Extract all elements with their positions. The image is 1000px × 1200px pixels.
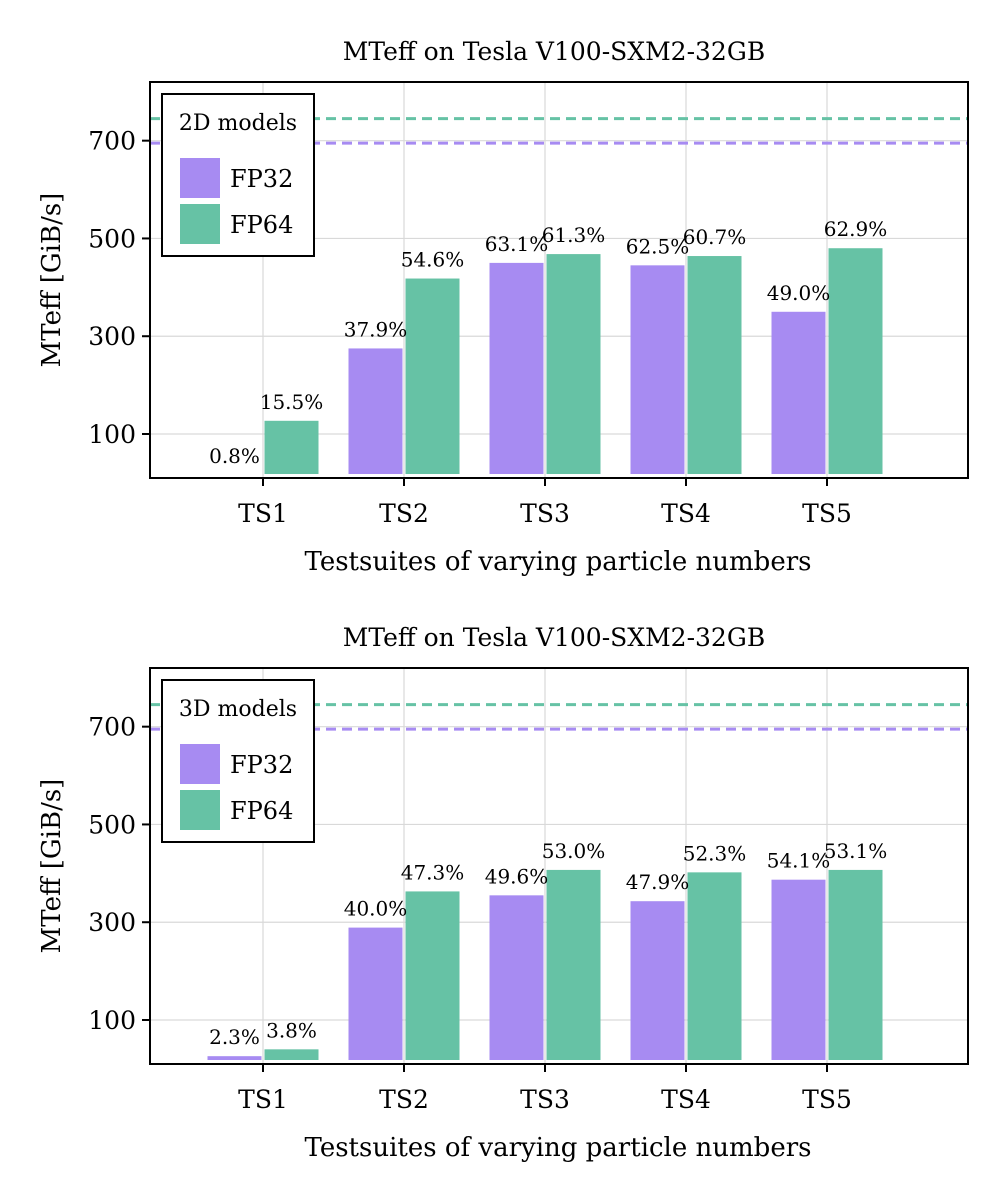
chart-panel-2: MTeff on Tesla V100-SXM2-32GB 2.3% 40.0% 49… bbox=[37, 623, 969, 1163]
x-axis-label: Testsuites of varying particle numbers bbox=[305, 547, 812, 577]
bar-label: 0.8% bbox=[209, 444, 260, 468]
bar-label: 37.9% bbox=[344, 317, 408, 341]
legend: 3D models FP32 FP64 bbox=[161, 679, 315, 843]
legend-swatch-fp32 bbox=[180, 158, 220, 198]
legend-label-fp32: FP32 bbox=[230, 165, 293, 193]
bar-label: 3.8% bbox=[266, 1018, 317, 1042]
bar-label: 15.5% bbox=[260, 390, 324, 414]
bar-fp32-ts4 bbox=[630, 265, 685, 474]
legend: 2D models FP32 FP64 bbox=[161, 93, 315, 257]
bar-fp64-ts5 bbox=[828, 869, 883, 1060]
bar-fp32-ts1 bbox=[207, 1056, 262, 1060]
bar-label: 53.0% bbox=[542, 839, 606, 863]
x-tick-label: TS5 bbox=[802, 499, 852, 528]
x-tick-label: TS2 bbox=[379, 499, 429, 528]
bar-label: 54.6% bbox=[401, 248, 465, 272]
chart-panel-1: MTeff on Tesla V100-SXM2-32GB 0.8% 37.9% 63… bbox=[37, 37, 969, 577]
y-axis-label: MTeff [GiB/s] bbox=[37, 193, 67, 368]
bar-label: 47.3% bbox=[401, 860, 465, 884]
x-tick-label: TS5 bbox=[802, 1085, 852, 1114]
legend-title: 3D models bbox=[179, 697, 297, 722]
y-tick-label: 500 bbox=[88, 810, 136, 839]
bar-label: 52.3% bbox=[683, 841, 747, 865]
x-axis-label: Testsuites of varying particle numbers bbox=[305, 1133, 812, 1163]
chart-title: MTeff on Tesla V100-SXM2-32GB bbox=[343, 37, 765, 66]
y-axis-label: MTeff [GiB/s] bbox=[37, 779, 67, 954]
bar-label: 40.0% bbox=[344, 897, 408, 921]
legend-label-fp64: FP64 bbox=[230, 211, 293, 239]
x-tick-label: TS1 bbox=[238, 499, 288, 528]
bar-label: 62.5% bbox=[626, 234, 690, 258]
y-tick-label: 700 bbox=[88, 713, 136, 742]
plot-frame bbox=[149, 667, 969, 1065]
legend-label-fp32: FP32 bbox=[230, 751, 293, 779]
y-tick-label: 500 bbox=[88, 224, 136, 253]
bar-fp64-ts3 bbox=[546, 869, 601, 1060]
bar-fp32-ts5 bbox=[771, 879, 826, 1060]
bar-fp64-ts2 bbox=[405, 891, 460, 1060]
bar-label: 53.1% bbox=[824, 839, 888, 863]
bar-fp64-ts1 bbox=[264, 1049, 319, 1060]
legend-swatch-fp64 bbox=[180, 790, 220, 830]
plot-area bbox=[150, 82, 968, 478]
bar-fp32-ts3 bbox=[489, 895, 544, 1060]
bar-label: 49.0% bbox=[767, 281, 831, 305]
y-tick-label: 100 bbox=[88, 420, 136, 449]
x-tick-label: TS3 bbox=[520, 1085, 570, 1114]
plot-frame bbox=[149, 81, 969, 479]
chart-title: MTeff on Tesla V100-SXM2-32GB bbox=[343, 623, 765, 652]
bar-fp64-ts5 bbox=[828, 248, 883, 474]
bar-label: 63.1% bbox=[485, 232, 549, 256]
bar-fp64-ts3 bbox=[546, 254, 601, 474]
y-tick-label: 100 bbox=[88, 1006, 136, 1035]
bar-fp32-ts2 bbox=[348, 348, 403, 474]
y-tick-label: 300 bbox=[88, 908, 136, 937]
bar-fp64-ts1 bbox=[264, 420, 319, 474]
bar-fp64-ts4 bbox=[687, 256, 742, 474]
bar-fp32-ts5 bbox=[771, 311, 826, 474]
legend-swatch-fp64 bbox=[180, 204, 220, 244]
bar-label: 54.1% bbox=[767, 849, 831, 873]
x-tick-label: TS3 bbox=[520, 499, 570, 528]
bar-fp32-ts4 bbox=[630, 901, 685, 1060]
bar-label: 2.3% bbox=[209, 1025, 260, 1049]
bar-label: 49.6% bbox=[485, 864, 549, 888]
legend-label-fp64: FP64 bbox=[230, 797, 293, 825]
x-tick-label: TS1 bbox=[238, 1085, 288, 1114]
y-tick-label: 700 bbox=[88, 127, 136, 156]
y-tick-label: 300 bbox=[88, 322, 136, 351]
legend-swatch-fp32 bbox=[180, 744, 220, 784]
x-tick-label: TS2 bbox=[379, 1085, 429, 1114]
bar-fp32-ts2 bbox=[348, 927, 403, 1060]
bar-fp32-ts3 bbox=[489, 262, 544, 474]
bar-label: 60.7% bbox=[683, 225, 747, 249]
x-tick-label: TS4 bbox=[661, 499, 711, 528]
legend-title: 2D models bbox=[179, 111, 297, 136]
bar-label: 62.9% bbox=[824, 217, 888, 241]
x-tick-label: TS4 bbox=[661, 1085, 711, 1114]
bar-label: 61.3% bbox=[542, 223, 606, 247]
bar-fp64-ts4 bbox=[687, 872, 742, 1060]
bar-fp64-ts2 bbox=[405, 278, 460, 474]
bar-label: 47.9% bbox=[626, 870, 690, 894]
